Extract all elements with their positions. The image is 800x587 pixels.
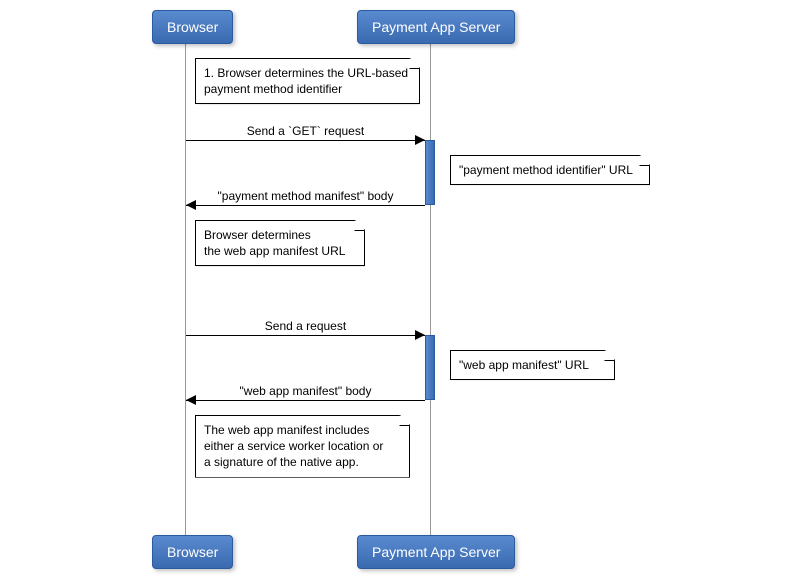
message-arrow-3 [186, 335, 425, 336]
activation-1 [425, 140, 435, 205]
note-text: payment method identifier [204, 82, 342, 96]
participant-server-top: Payment App Server [357, 10, 515, 44]
arrowhead-4 [186, 395, 196, 405]
arrowhead-3 [415, 330, 425, 340]
participant-label: Payment App Server [372, 544, 500, 560]
note-3: The web app manifest includes either a s… [195, 415, 410, 478]
message-arrow-4 [186, 400, 425, 401]
message-label-3: Send a request [186, 319, 425, 333]
note-text: either a service worker location or [204, 439, 383, 453]
message-label-2: "payment method manifest" body [186, 189, 425, 203]
participant-label: Browser [167, 19, 218, 35]
participant-label: Payment App Server [372, 19, 500, 35]
activation-2 [425, 335, 435, 400]
note-text: "web app manifest" URL [459, 358, 589, 372]
participant-browser-bottom: Browser [152, 535, 233, 569]
note-text: Browser determines [204, 228, 311, 242]
arrowhead-1 [415, 135, 425, 145]
note-text: the web app manifest URL [204, 244, 345, 258]
sequence-diagram: Browser Payment App Server 1. Browser de… [0, 0, 800, 587]
arrowhead-2 [186, 200, 196, 210]
note-text: The web app manifest includes [204, 423, 369, 437]
message-arrow-2 [186, 205, 425, 206]
message-label-1: Send a `GET` request [186, 124, 425, 138]
note-text: "payment method identifier" URL [459, 163, 633, 177]
message-label-4: "web app manifest" body [186, 384, 425, 398]
note-1: 1. Browser determines the URL-based paym… [195, 58, 420, 104]
lifeline-browser [185, 41, 186, 535]
note-4: "payment method identifier" URL [450, 155, 650, 185]
note-text: a signature of the native app. [204, 455, 359, 469]
message-arrow-1 [186, 140, 425, 141]
participant-server-bottom: Payment App Server [357, 535, 515, 569]
note-5: "web app manifest" URL [450, 350, 615, 380]
participant-browser-top: Browser [152, 10, 233, 44]
participant-label: Browser [167, 544, 218, 560]
note-2: Browser determines the web app manifest … [195, 220, 365, 266]
lifeline-server [430, 41, 431, 535]
note-text: 1. Browser determines the URL-based [204, 66, 408, 80]
